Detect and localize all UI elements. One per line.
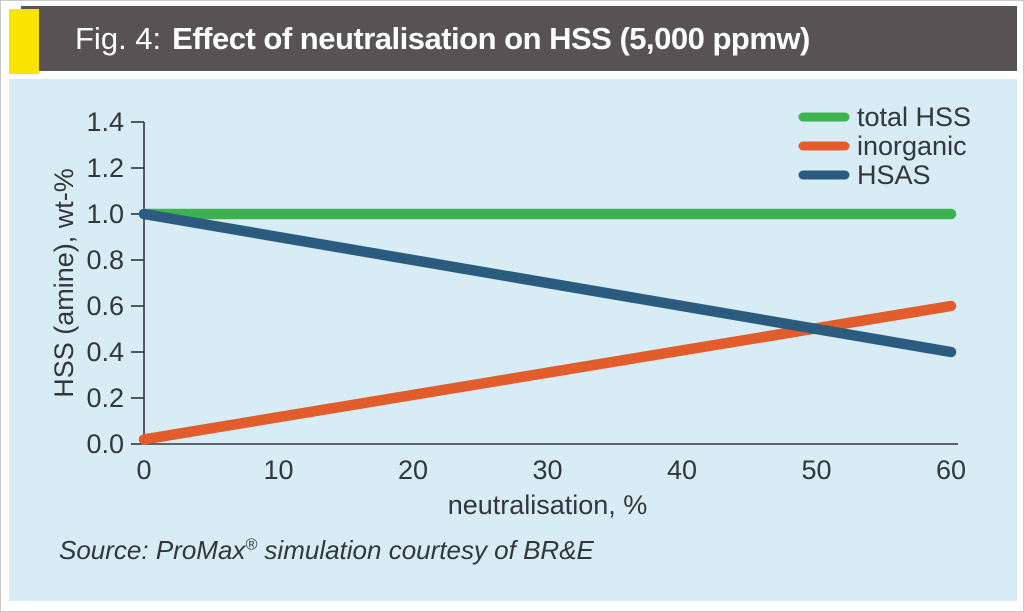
y-tick-label: 0.0 — [86, 429, 124, 459]
legend-label-inorganic: inorganic — [857, 131, 967, 161]
x-tick-label: 50 — [801, 455, 831, 485]
y-tick-label: 1.2 — [86, 153, 124, 183]
y-tick-label: 0.2 — [86, 383, 124, 413]
y-tick-label: 1.0 — [86, 199, 124, 229]
chart-svg: 0.0 0.2 0.4 0.6 0.8 1.0 1.2 1.4 0 10 20 30 40 50 60 neu… — [49, 102, 971, 520]
chart-panel: 0.0 0.2 0.4 0.6 0.8 1.0 1.2 1.4 0 10 20 30 40 50 60 neu… — [9, 79, 1017, 601]
x-tick-label: 40 — [667, 455, 697, 485]
y-tick-label: 0.4 — [86, 337, 124, 367]
x-tick-label: 20 — [398, 455, 428, 485]
x-tick-label: 30 — [532, 455, 562, 485]
source-text-prefix: Source: ProMax — [59, 535, 246, 565]
x-tick-label: 10 — [263, 455, 293, 485]
header-bar: Fig. 4: Effect of neutralisation on HSS … — [21, 6, 1017, 71]
source-text-suffix: simulation courtesy of BR&E — [257, 535, 594, 565]
y-tick-label: 0.6 — [86, 291, 124, 321]
x-axis-title: neutralisation, % — [448, 490, 648, 520]
y-tick-label: 0.8 — [86, 245, 124, 275]
legend-label-total-hss: total HSS — [857, 102, 971, 132]
legend-label-hsas: HSAS — [857, 160, 931, 190]
figure-title: Effect of neutralisation on HSS (5,000 p… — [172, 20, 810, 56]
source-caption: Source: ProMax® simulation courtesy of B… — [59, 535, 594, 566]
x-tick-label: 60 — [936, 455, 966, 485]
x-tick-label: 0 — [136, 455, 151, 485]
yellow-accent-square — [9, 9, 39, 74]
y-tick-label: 1.4 — [86, 107, 124, 137]
y-axis-title: HSS (amine), wt-% — [49, 168, 79, 398]
figure-label: Fig. 4: — [75, 20, 162, 56]
series-line-hsas — [138, 208, 957, 358]
registered-trademark-symbol: ® — [245, 536, 258, 554]
